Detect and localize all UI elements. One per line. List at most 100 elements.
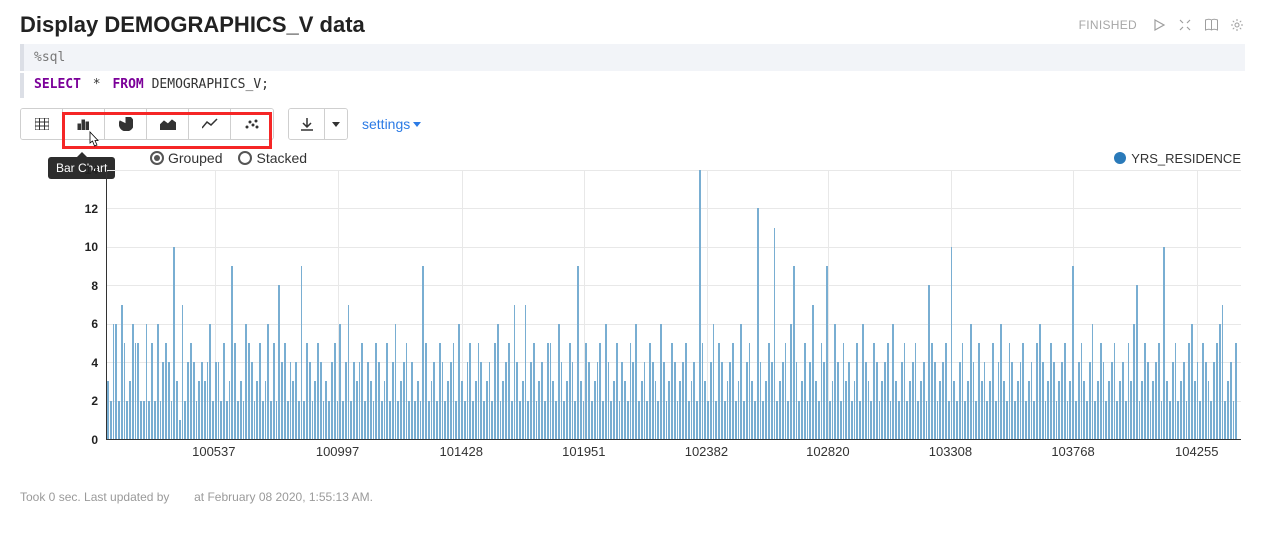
bar[interactable] bbox=[265, 381, 267, 439]
bar[interactable] bbox=[121, 305, 123, 440]
bar[interactable] bbox=[638, 401, 640, 439]
bar[interactable] bbox=[1177, 401, 1179, 439]
bar[interactable] bbox=[1172, 362, 1174, 439]
bar[interactable] bbox=[862, 324, 864, 439]
bar[interactable] bbox=[732, 343, 734, 439]
bar[interactable] bbox=[967, 381, 969, 439]
bar[interactable] bbox=[284, 343, 286, 439]
bar[interactable] bbox=[215, 362, 217, 439]
bar[interactable] bbox=[1105, 401, 1107, 439]
bar[interactable] bbox=[1039, 324, 1041, 439]
bar[interactable] bbox=[995, 401, 997, 439]
bar[interactable] bbox=[281, 362, 283, 439]
bar[interactable] bbox=[1144, 343, 1146, 439]
bar[interactable] bbox=[483, 401, 485, 439]
bar[interactable] bbox=[132, 324, 134, 439]
bar[interactable] bbox=[870, 401, 872, 439]
bar[interactable] bbox=[190, 343, 192, 439]
bar[interactable] bbox=[727, 381, 729, 439]
bar[interactable] bbox=[1003, 381, 1005, 439]
grouped-radio[interactable]: Grouped bbox=[150, 150, 222, 166]
bar[interactable] bbox=[796, 362, 798, 439]
bar[interactable] bbox=[201, 362, 203, 439]
bar[interactable] bbox=[1213, 362, 1215, 439]
bar[interactable] bbox=[724, 401, 726, 439]
bar[interactable] bbox=[508, 343, 510, 439]
bar[interactable] bbox=[588, 362, 590, 439]
bar[interactable] bbox=[1017, 381, 1019, 439]
bar[interactable] bbox=[442, 362, 444, 439]
bar[interactable] bbox=[1056, 401, 1058, 439]
bar[interactable] bbox=[840, 401, 842, 439]
bar[interactable] bbox=[298, 401, 300, 439]
bar[interactable] bbox=[381, 401, 383, 439]
bar[interactable] bbox=[337, 401, 339, 439]
bar[interactable] bbox=[530, 362, 532, 439]
bar[interactable] bbox=[931, 343, 933, 439]
bar[interactable] bbox=[892, 324, 894, 439]
bar[interactable] bbox=[124, 343, 126, 439]
bar[interactable] bbox=[959, 362, 961, 439]
bar[interactable] bbox=[223, 343, 225, 439]
settings-link[interactable]: settings bbox=[362, 116, 421, 132]
bar[interactable] bbox=[876, 362, 878, 439]
bar[interactable] bbox=[397, 401, 399, 439]
bar[interactable] bbox=[920, 381, 922, 439]
bar[interactable] bbox=[757, 208, 759, 439]
bar[interactable] bbox=[251, 362, 253, 439]
bar[interactable] bbox=[140, 401, 142, 439]
line-chart-button[interactable] bbox=[189, 109, 231, 139]
bar[interactable] bbox=[1233, 401, 1235, 439]
bar[interactable] bbox=[262, 401, 264, 439]
bar[interactable] bbox=[325, 381, 327, 439]
bar[interactable] bbox=[425, 343, 427, 439]
bar[interactable] bbox=[406, 343, 408, 439]
bar[interactable] bbox=[865, 362, 867, 439]
bar[interactable] bbox=[655, 381, 657, 439]
bar[interactable] bbox=[666, 401, 668, 439]
bar[interactable] bbox=[953, 381, 955, 439]
bar[interactable] bbox=[1222, 305, 1224, 440]
bar[interactable] bbox=[738, 381, 740, 439]
bar[interactable] bbox=[776, 401, 778, 439]
bar[interactable] bbox=[259, 343, 261, 439]
bar[interactable] bbox=[1205, 362, 1207, 439]
bar[interactable] bbox=[1045, 401, 1047, 439]
bar[interactable] bbox=[641, 381, 643, 439]
bar[interactable] bbox=[768, 343, 770, 439]
bar[interactable] bbox=[981, 381, 983, 439]
bar[interactable] bbox=[926, 401, 928, 439]
bar[interactable] bbox=[569, 343, 571, 439]
bar[interactable] bbox=[715, 401, 717, 439]
bar[interactable] bbox=[679, 381, 681, 439]
bar[interactable] bbox=[129, 381, 131, 439]
bar[interactable] bbox=[749, 343, 751, 439]
bar[interactable] bbox=[453, 343, 455, 439]
bar[interactable] bbox=[898, 401, 900, 439]
bar[interactable] bbox=[1194, 381, 1196, 439]
bar[interactable] bbox=[328, 401, 330, 439]
bar[interactable] bbox=[157, 324, 159, 439]
collapse-icon[interactable] bbox=[1177, 17, 1193, 33]
bar[interactable] bbox=[193, 362, 195, 439]
bar[interactable] bbox=[552, 381, 554, 439]
bar[interactable] bbox=[793, 266, 795, 439]
bar[interactable] bbox=[234, 343, 236, 439]
bar[interactable] bbox=[660, 324, 662, 439]
bar[interactable] bbox=[1155, 362, 1157, 439]
bar[interactable] bbox=[317, 343, 319, 439]
bar[interactable] bbox=[240, 381, 242, 439]
bar[interactable] bbox=[688, 401, 690, 439]
bar[interactable] bbox=[901, 362, 903, 439]
bar[interactable] bbox=[964, 401, 966, 439]
bar[interactable] bbox=[702, 343, 704, 439]
bar[interactable] bbox=[544, 401, 546, 439]
bar[interactable] bbox=[837, 362, 839, 439]
bar[interactable] bbox=[829, 401, 831, 439]
bar[interactable] bbox=[107, 381, 109, 439]
bar[interactable] bbox=[627, 401, 629, 439]
bar[interactable] bbox=[295, 362, 297, 439]
bar[interactable] bbox=[1199, 401, 1201, 439]
bar[interactable] bbox=[743, 401, 745, 439]
bar[interactable] bbox=[447, 381, 449, 439]
